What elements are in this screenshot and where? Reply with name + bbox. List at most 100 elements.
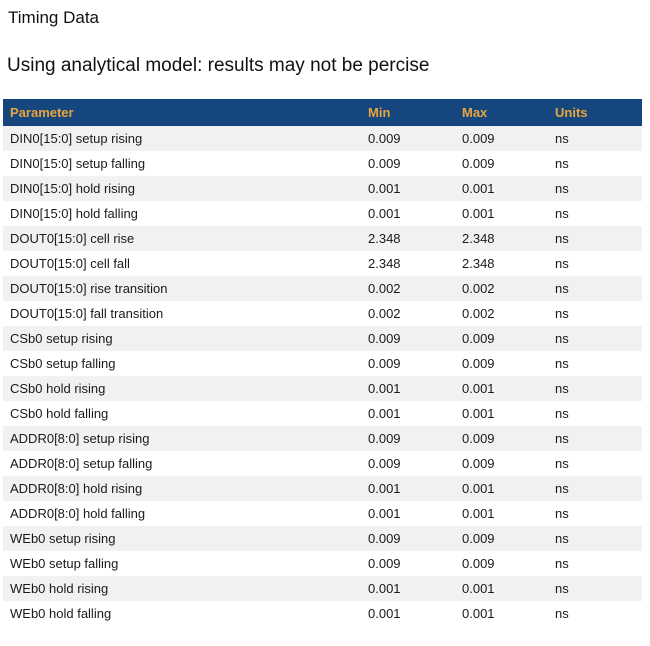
cell-units: ns: [555, 331, 569, 346]
cell-min: 0.001: [368, 381, 401, 396]
table-row: DIN0[15:0] hold falling 0.001 0.001 ns: [3, 201, 642, 226]
cell-min: 0.009: [368, 556, 401, 571]
cell-min: 0.009: [368, 331, 401, 346]
cell-max: 0.009: [462, 156, 495, 171]
cell-parameter: WEb0 setup falling: [10, 556, 119, 571]
table-row: WEb0 setup falling 0.009 0.009 ns: [3, 551, 642, 576]
cell-units: ns: [555, 206, 569, 221]
cell-max: 0.002: [462, 281, 495, 296]
cell-max: 0.001: [462, 181, 495, 196]
cell-units: ns: [555, 231, 569, 246]
page-subtitle: Using analytical model: results may not …: [7, 55, 430, 76]
cell-units: ns: [555, 456, 569, 471]
cell-min: 0.009: [368, 156, 401, 171]
cell-parameter: WEb0 setup rising: [10, 531, 116, 546]
cell-min: 0.009: [368, 356, 401, 371]
cell-parameter: ADDR0[8:0] hold falling: [10, 506, 146, 521]
cell-parameter: WEb0 hold falling: [10, 606, 112, 621]
timing-table-body: DIN0[15:0] setup rising 0.009 0.009 ns D…: [3, 126, 642, 626]
table-row: DIN0[15:0] setup falling 0.009 0.009 ns: [3, 151, 642, 176]
cell-max: 0.001: [462, 506, 495, 521]
cell-units: ns: [555, 406, 569, 421]
cell-min: 0.002: [368, 306, 401, 321]
cell-min: 0.001: [368, 581, 401, 596]
cell-parameter: DIN0[15:0] setup falling: [10, 156, 146, 171]
column-header-units: Units: [548, 99, 642, 126]
cell-parameter: CSb0 setup rising: [10, 331, 113, 346]
cell-min: 0.009: [368, 131, 401, 146]
table-row: WEb0 hold rising 0.001 0.001 ns: [3, 576, 642, 601]
cell-min: 0.002: [368, 281, 401, 296]
cell-max: 2.348: [462, 256, 495, 271]
cell-parameter: DOUT0[15:0] cell rise: [10, 231, 135, 246]
cell-min: 0.001: [368, 606, 401, 621]
cell-max: 0.009: [462, 556, 495, 571]
cell-max: 0.009: [462, 531, 495, 546]
cell-parameter: CSb0 setup falling: [10, 356, 116, 371]
table-row: ADDR0[8:0] setup falling 0.009 0.009 ns: [3, 451, 642, 476]
cell-min: 0.009: [368, 531, 401, 546]
table-row: ADDR0[8:0] setup rising 0.009 0.009 ns: [3, 426, 642, 451]
cell-max: 0.009: [462, 431, 495, 446]
cell-parameter: DOUT0[15:0] fall transition: [10, 306, 164, 321]
cell-units: ns: [555, 381, 569, 396]
table-row: DOUT0[15:0] fall transition 0.002 0.002 …: [3, 301, 642, 326]
cell-max: 0.001: [462, 381, 495, 396]
cell-max: 0.001: [462, 581, 495, 596]
cell-min: 0.009: [368, 456, 401, 471]
table-row: CSb0 hold falling 0.001 0.001 ns: [3, 401, 642, 426]
cell-parameter: CSb0 hold falling: [10, 406, 109, 421]
cell-min: 0.001: [368, 506, 401, 521]
cell-units: ns: [555, 581, 569, 596]
table-row: DIN0[15:0] hold rising 0.001 0.001 ns: [3, 176, 642, 201]
table-row: DOUT0[15:0] rise transition 0.002 0.002 …: [3, 276, 642, 301]
cell-parameter: DOUT0[15:0] rise transition: [10, 281, 168, 296]
cell-max: 0.002: [462, 306, 495, 321]
table-row: WEb0 hold falling 0.001 0.001 ns: [3, 601, 642, 626]
cell-parameter: DIN0[15:0] hold falling: [10, 206, 138, 221]
column-header-max: Max: [455, 99, 548, 126]
cell-units: ns: [555, 556, 569, 571]
cell-parameter: ADDR0[8:0] hold rising: [10, 481, 143, 496]
cell-max: 0.009: [462, 131, 495, 146]
table-row: DIN0[15:0] setup rising 0.009 0.009 ns: [3, 126, 642, 151]
cell-units: ns: [555, 431, 569, 446]
cell-min: 0.001: [368, 181, 401, 196]
cell-units: ns: [555, 606, 569, 621]
cell-max: 0.009: [462, 456, 495, 471]
cell-max: 0.001: [462, 606, 495, 621]
cell-parameter: ADDR0[8:0] setup rising: [10, 431, 150, 446]
cell-max: 0.009: [462, 356, 495, 371]
cell-parameter: DIN0[15:0] setup rising: [10, 131, 143, 146]
table-row: CSb0 hold rising 0.001 0.001 ns: [3, 376, 642, 401]
cell-max: 0.001: [462, 406, 495, 421]
cell-max: 0.009: [462, 331, 495, 346]
header-row: Parameter Min Max Units: [3, 99, 642, 126]
cell-max: 0.001: [462, 206, 495, 221]
column-header-parameter: Parameter: [3, 99, 361, 126]
cell-units: ns: [555, 481, 569, 496]
table-row: CSb0 setup rising 0.009 0.009 ns: [3, 326, 642, 351]
cell-min: 2.348: [368, 256, 401, 271]
cell-units: ns: [555, 156, 569, 171]
table-row: ADDR0[8:0] hold falling 0.001 0.001 ns: [3, 501, 642, 526]
cell-parameter: ADDR0[8:0] setup falling: [10, 456, 153, 471]
cell-min: 0.001: [368, 406, 401, 421]
cell-parameter: WEb0 hold rising: [10, 581, 109, 596]
cell-max: 0.001: [462, 481, 495, 496]
cell-parameter: DOUT0[15:0] cell fall: [10, 256, 130, 271]
cell-parameter: CSb0 hold rising: [10, 381, 106, 396]
cell-min: 0.009: [368, 431, 401, 446]
cell-max: 2.348: [462, 231, 495, 246]
cell-min: 0.001: [368, 206, 401, 221]
cell-units: ns: [555, 306, 569, 321]
cell-min: 2.348: [368, 231, 401, 246]
column-header-min: Min: [361, 99, 455, 126]
cell-min: 0.001: [368, 481, 401, 496]
cell-units: ns: [555, 281, 569, 296]
cell-units: ns: [555, 531, 569, 546]
table-row: WEb0 setup rising 0.009 0.009 ns: [3, 526, 642, 551]
page-title: Timing Data: [8, 8, 100, 27]
cell-units: ns: [555, 131, 569, 146]
